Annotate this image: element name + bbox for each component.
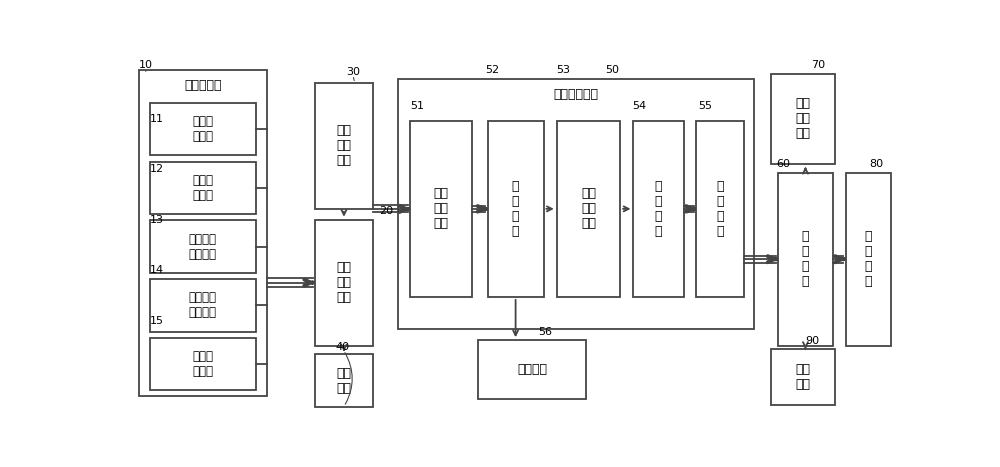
Bar: [771, 349, 835, 405]
Text: 功率传
感单元: 功率传 感单元: [192, 174, 213, 202]
Text: 数据
筛查
单元: 数据 筛查 单元: [581, 187, 596, 230]
Text: 70: 70: [811, 60, 825, 70]
Bar: [150, 103, 256, 155]
Bar: [778, 173, 833, 346]
Text: 比
对
单
元: 比 对 单 元: [512, 180, 519, 238]
Bar: [315, 83, 373, 209]
Bar: [150, 220, 256, 273]
Text: 数据处理单元: 数据处理单元: [554, 88, 599, 101]
Text: 54: 54: [632, 101, 646, 111]
Text: 55: 55: [698, 101, 712, 111]
Text: 40: 40: [336, 342, 350, 352]
Bar: [150, 338, 256, 390]
Text: 52: 52: [485, 65, 500, 75]
Text: 14: 14: [150, 265, 164, 275]
Text: 56: 56: [538, 327, 552, 337]
Bar: [398, 79, 754, 329]
Text: 提
醒
单
元: 提 醒 单 元: [864, 230, 872, 288]
Text: 50: 50: [606, 65, 620, 75]
Text: 13: 13: [150, 215, 164, 225]
Text: 数据
共享
单元: 数据 共享 单元: [336, 124, 351, 168]
Bar: [410, 121, 472, 297]
Text: 标
记
单
元: 标 记 单 元: [655, 180, 662, 238]
Bar: [488, 121, 544, 297]
Text: 11: 11: [150, 114, 164, 124]
Text: 60: 60: [776, 159, 790, 170]
Text: 风压传
感单元: 风压传 感单元: [192, 115, 213, 143]
Bar: [633, 121, 684, 297]
Bar: [771, 74, 835, 164]
Text: 数据监控端: 数据监控端: [184, 79, 222, 92]
Bar: [315, 219, 373, 346]
Text: 气体压力
传感单元: 气体压力 传感单元: [189, 291, 217, 319]
Text: 10: 10: [139, 60, 153, 71]
Text: 51: 51: [410, 101, 424, 111]
Text: 复查
单元: 复查 单元: [795, 363, 810, 391]
Text: 输
出
单
元: 输 出 单 元: [716, 180, 724, 238]
Text: 20: 20: [379, 206, 393, 216]
Bar: [557, 121, 620, 297]
Text: 15: 15: [150, 316, 164, 326]
Bar: [150, 279, 256, 332]
Text: 偏差
分析
单元: 偏差 分析 单元: [795, 98, 810, 141]
Text: 数据
计算
单元: 数据 计算 单元: [434, 187, 449, 230]
Bar: [846, 173, 891, 346]
Text: 90: 90: [805, 335, 820, 346]
Bar: [139, 71, 267, 396]
Text: 储存
单元: 储存 单元: [336, 367, 351, 395]
Bar: [478, 340, 586, 399]
Text: 空气密度
传感单元: 空气密度 传感单元: [189, 233, 217, 261]
Bar: [150, 162, 256, 214]
Text: 30: 30: [346, 67, 360, 77]
Bar: [315, 354, 373, 407]
Text: 温度传
感单元: 温度传 感单元: [192, 350, 213, 378]
Text: 53: 53: [557, 65, 571, 75]
Text: 12: 12: [150, 164, 164, 174]
Text: 80: 80: [869, 159, 883, 170]
Bar: [696, 121, 744, 297]
Text: 预设单元: 预设单元: [517, 363, 547, 376]
Text: 数据
转换
单元: 数据 转换 单元: [336, 261, 351, 304]
Text: 控
制
单
元: 控 制 单 元: [802, 230, 809, 288]
